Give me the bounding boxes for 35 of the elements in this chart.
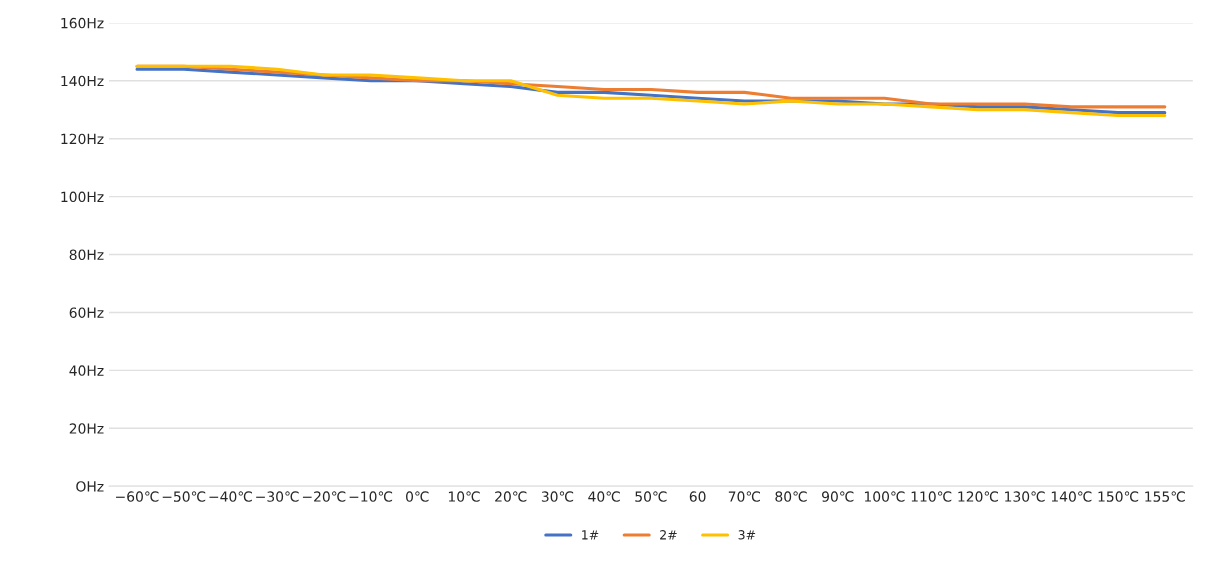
x-tick-label: −30℃: [256, 491, 299, 502]
legend-label: 1#: [582, 530, 599, 540]
x-tick-label: 110℃: [911, 491, 952, 502]
x-tick-label: 80℃: [775, 491, 807, 502]
y-tick-label: 60Hz: [69, 307, 104, 318]
y-tick-label: OHz: [76, 481, 104, 492]
x-tick-label: 50℃: [635, 491, 667, 502]
x-tick-label: 130℃: [1005, 491, 1045, 502]
x-tick-label: −10℃: [349, 491, 393, 502]
x-tick-label: −20℃: [302, 491, 346, 502]
x-tick-label: 10℃: [448, 491, 480, 502]
x-tick-label: 60: [689, 491, 706, 502]
x-tick-label: 120℃: [958, 491, 999, 502]
x-tick-label: 0℃: [406, 491, 429, 502]
y-tick-label: 160Hz: [61, 17, 104, 29]
legend-label: 2#: [660, 530, 677, 540]
x-tick-label: 150℃: [1098, 491, 1139, 502]
x-tick-label: −40℃: [209, 491, 252, 502]
y-tick-label: 100Hz: [61, 191, 104, 203]
x-tick-label: 40℃: [588, 491, 620, 502]
x-tick-label: 30℃: [541, 491, 574, 502]
y-tick-label: 40Hz: [69, 365, 104, 376]
x-tick-label: 100℃: [864, 491, 905, 502]
y-tick-label: 20Hz: [69, 423, 104, 434]
y-tick-label: 80Hz: [69, 249, 104, 261]
x-tick-label: 20℃: [495, 491, 527, 502]
x-tick-label: −50℃: [162, 491, 206, 502]
x-tick-label: −60℃: [116, 491, 159, 502]
x-tick-label: 70℃: [728, 491, 761, 502]
x-tick-label: 90℃: [822, 491, 854, 502]
y-tick-label: 140Hz: [61, 75, 104, 87]
y-tick-label: 120Hz: [61, 133, 104, 145]
x-tick-label: 140℃: [1051, 491, 1092, 502]
x-tick-label: 155℃: [1145, 491, 1185, 502]
legend-label: 3#: [738, 530, 756, 540]
